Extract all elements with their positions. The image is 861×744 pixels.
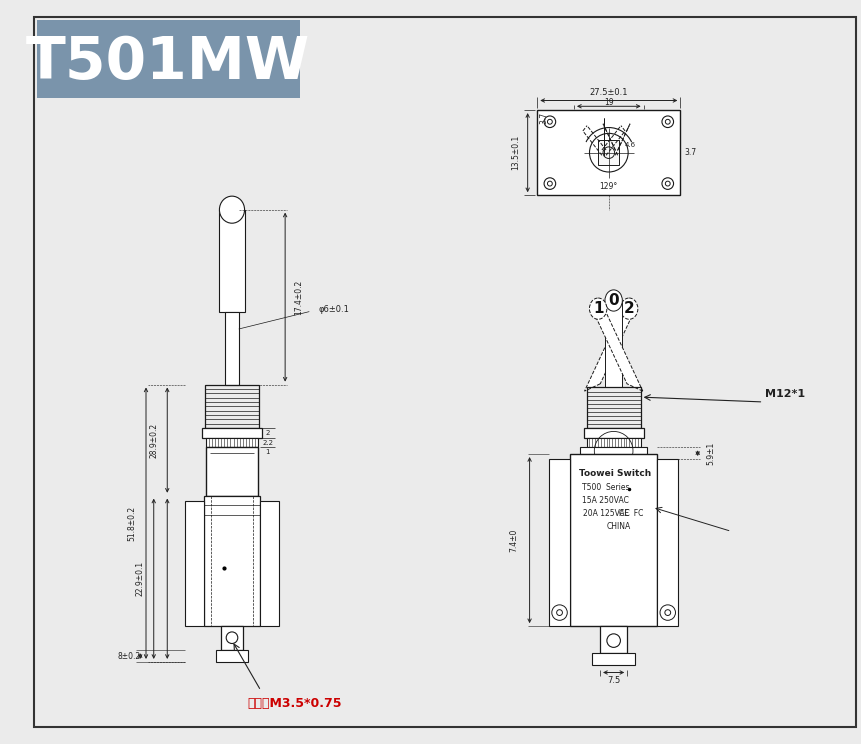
- Text: 17.4±0.2: 17.4±0.2: [294, 280, 303, 315]
- Bar: [215, 650, 249, 662]
- Bar: [221, 626, 243, 650]
- Text: 22.9±0.1: 22.9±0.1: [136, 561, 145, 597]
- Bar: [592, 653, 635, 664]
- Text: 28.9±0.2: 28.9±0.2: [149, 423, 158, 458]
- Bar: [598, 140, 619, 165]
- Circle shape: [607, 634, 621, 647]
- Ellipse shape: [220, 196, 245, 223]
- Bar: [206, 437, 258, 447]
- Bar: [570, 454, 657, 626]
- Ellipse shape: [621, 298, 638, 319]
- Polygon shape: [591, 305, 643, 391]
- Bar: [206, 447, 258, 496]
- Text: 27.5±0.1: 27.5±0.1: [590, 89, 628, 97]
- Bar: [204, 496, 260, 626]
- Bar: [657, 459, 678, 626]
- Bar: [549, 459, 570, 626]
- Circle shape: [666, 119, 670, 124]
- Text: 129°: 129°: [600, 182, 618, 191]
- Bar: [226, 312, 238, 385]
- Text: 3.7: 3.7: [540, 112, 548, 124]
- Ellipse shape: [605, 290, 623, 311]
- Bar: [584, 428, 644, 437]
- Text: 3.7: 3.7: [684, 148, 696, 157]
- Bar: [600, 626, 627, 653]
- Text: 1: 1: [593, 301, 604, 316]
- Text: 2: 2: [265, 430, 270, 436]
- Text: 7.5: 7.5: [607, 676, 620, 684]
- Bar: [537, 110, 680, 195]
- Circle shape: [548, 182, 552, 186]
- Circle shape: [557, 609, 562, 615]
- Text: T500  Series: T500 Series: [582, 484, 629, 493]
- Polygon shape: [585, 305, 637, 391]
- Bar: [260, 501, 279, 626]
- Bar: [586, 388, 641, 428]
- Ellipse shape: [590, 298, 607, 319]
- Circle shape: [665, 609, 671, 615]
- Text: CE  FC: CE FC: [619, 509, 643, 518]
- Text: 1: 1: [265, 449, 270, 455]
- Bar: [586, 437, 641, 447]
- Bar: [220, 210, 245, 312]
- Text: 19: 19: [604, 98, 614, 107]
- Bar: [205, 385, 259, 428]
- Bar: [202, 428, 262, 437]
- Text: Toowei Switch: Toowei Switch: [579, 469, 652, 478]
- Text: 20A 125VAC: 20A 125VAC: [583, 509, 629, 518]
- Text: 7.4±0: 7.4±0: [510, 528, 518, 552]
- Text: T501MW: T501MW: [26, 34, 310, 92]
- Circle shape: [666, 182, 670, 186]
- Text: 15A 250VAC: 15A 250VAC: [583, 496, 629, 505]
- Text: 51.8±0.2: 51.8±0.2: [127, 506, 136, 541]
- Text: CHINA: CHINA: [606, 522, 630, 531]
- Bar: [37, 20, 300, 97]
- Bar: [579, 447, 647, 454]
- Text: 5.9±1: 5.9±1: [707, 441, 715, 465]
- Bar: [184, 501, 204, 626]
- Text: 13.5±0.1: 13.5±0.1: [511, 135, 521, 170]
- Circle shape: [548, 119, 552, 124]
- Text: 2.2: 2.2: [263, 440, 273, 446]
- Text: 4.6: 4.6: [624, 142, 635, 148]
- Text: 8±0.2: 8±0.2: [117, 652, 140, 661]
- Text: 螺纹为M3.5*0.75: 螺纹为M3.5*0.75: [248, 697, 342, 710]
- Text: φ6±0.1: φ6±0.1: [318, 305, 349, 314]
- Polygon shape: [605, 301, 623, 388]
- Text: 2: 2: [623, 301, 635, 316]
- Text: 0: 0: [609, 293, 619, 308]
- Text: M12*1: M12*1: [765, 389, 806, 400]
